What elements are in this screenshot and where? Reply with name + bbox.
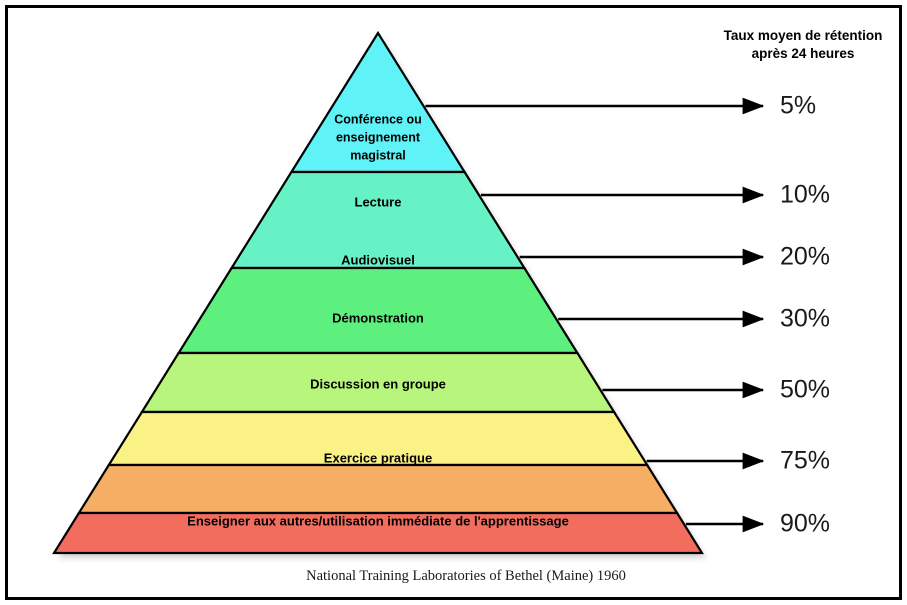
tier-label-2: Lecture bbox=[355, 194, 402, 209]
percent-label-1: 5% bbox=[780, 92, 816, 120]
percent-label-5: 50% bbox=[780, 376, 830, 404]
source-caption: National Training Laboratories of Bethel… bbox=[306, 568, 626, 584]
percent-label-2: 10% bbox=[780, 181, 830, 209]
tier-label-group-1: Conférence ou enseignement magistral bbox=[334, 112, 422, 162]
leader-arrows bbox=[425, 97, 765, 533]
tier-shape-7[interactable] bbox=[52, 511, 704, 555]
percent-label-7: 90% bbox=[780, 510, 830, 538]
tier-label-1-line-1: Conférence ou bbox=[334, 112, 422, 126]
percent-label-3: 20% bbox=[780, 243, 830, 271]
tier-shape-6[interactable] bbox=[76, 463, 680, 515]
tier-label-5: Discussion en groupe bbox=[310, 376, 446, 391]
pyramid-tiers bbox=[52, 30, 704, 555]
tier-label-1-line-2: enseignement bbox=[336, 130, 421, 144]
tier-label-3: Audiovisuel bbox=[341, 252, 415, 267]
tier-label-4: Démonstration bbox=[332, 310, 424, 325]
tier-labels: Conférence ou enseignement magistral Lec… bbox=[187, 112, 569, 528]
tier-label-1-line-3: magistral bbox=[350, 148, 406, 162]
percent-labels: 5% 10% 20% 30% 50% 75% 90% bbox=[780, 92, 830, 538]
retention-header: Taux moyen de rétention après 24 heures bbox=[724, 28, 883, 61]
tier-label-6: Exercice pratique bbox=[324, 450, 432, 465]
retention-header-line1: Taux moyen de rétention bbox=[724, 28, 883, 43]
percent-label-4: 30% bbox=[780, 305, 830, 333]
retention-header-line2: après 24 heures bbox=[752, 46, 855, 61]
tier-label-7: Enseigner aux autres/utilisation immédia… bbox=[187, 513, 569, 528]
percent-label-6: 75% bbox=[780, 447, 830, 475]
